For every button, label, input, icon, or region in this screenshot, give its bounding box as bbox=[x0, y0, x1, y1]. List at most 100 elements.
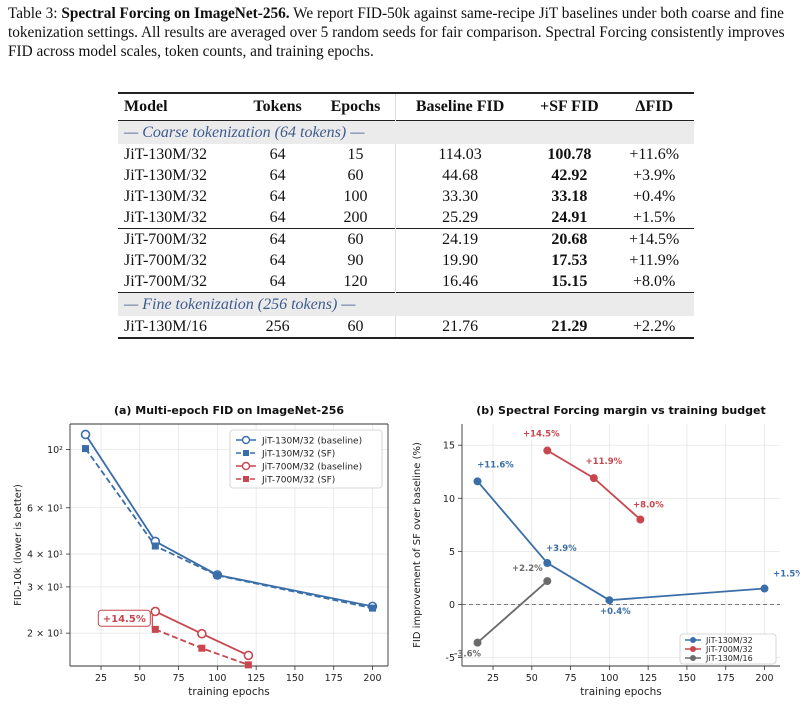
x-tick-label: 75 bbox=[565, 673, 577, 684]
cell-delta-fid: +8.0% bbox=[633, 272, 676, 290]
x-tick-label: 50 bbox=[526, 673, 538, 684]
table-header-row: Model Tokens Epochs Baseline FID +SF FID… bbox=[118, 93, 694, 121]
section-row: — Coarse tokenization (64 tokens) — bbox=[118, 120, 694, 144]
caption-label: Table 3: bbox=[8, 5, 58, 22]
cell-delta-fid: +2.2% bbox=[633, 317, 676, 335]
x-tick-label: 100 bbox=[600, 673, 618, 684]
series-line bbox=[476, 480, 765, 602]
cell-tokens: 64 bbox=[269, 251, 286, 269]
cell-tokens: 64 bbox=[269, 166, 286, 184]
section-row: — Fine tokenization (256 tokens) — bbox=[118, 292, 694, 316]
x-axis-label: training epochs bbox=[580, 686, 661, 698]
table-row: JiT-130M/32 64 100 33.30 33.18 +0.4% bbox=[118, 186, 694, 207]
y-tick-label: 2 × 10¹ bbox=[27, 629, 63, 640]
header-model: Model bbox=[124, 98, 168, 115]
chart-b: (b) Spectral Forcing margin vs training … bbox=[408, 398, 804, 706]
x-tick-label: 100 bbox=[208, 673, 226, 684]
cell-baseline-fid: 19.90 bbox=[394, 250, 525, 271]
y-tick-label: -5 bbox=[446, 653, 455, 664]
chart-a: (a) Multi-epoch FID on ImageNet-256 25 50 7… bbox=[8, 398, 400, 706]
legend-marker bbox=[241, 435, 251, 445]
x-tick-label: 125 bbox=[639, 673, 657, 684]
caption-body: We report FID-50k against same-recipe Ji… bbox=[8, 5, 785, 60]
legend-marker bbox=[243, 476, 249, 482]
chart-a-svg: (a) Multi-epoch FID on ImageNet-256 25 50 7… bbox=[13, 404, 389, 698]
data-label: +8.0% bbox=[633, 501, 664, 511]
cell-model: JiT-700M/32 bbox=[124, 272, 207, 290]
cell-model: JiT-130M/32 bbox=[124, 145, 207, 163]
data-point bbox=[473, 638, 482, 647]
legend-label: JiT-130M/16 bbox=[705, 654, 753, 663]
cell-tokens: 64 bbox=[269, 208, 286, 226]
y-axis-label: FID-10k (lower is better) bbox=[13, 484, 24, 606]
legend-marker bbox=[690, 655, 696, 661]
cell-tokens: 256 bbox=[265, 317, 290, 335]
x-tick-label: 50 bbox=[134, 673, 146, 684]
cell-epochs: 60 bbox=[347, 166, 364, 184]
data-point bbox=[243, 650, 254, 661]
cell-model: JiT-130M/32 bbox=[124, 166, 207, 184]
cell-delta-fid: +3.9% bbox=[633, 166, 676, 184]
x-tick-label: 25 bbox=[487, 673, 499, 684]
cell-delta-fid: +11.9% bbox=[629, 251, 680, 269]
x-tick-label: 25 bbox=[95, 673, 107, 684]
data-point bbox=[198, 644, 206, 652]
data-point bbox=[244, 661, 252, 669]
cell-epochs: 60 bbox=[347, 230, 364, 248]
data-point bbox=[80, 429, 91, 440]
data-point bbox=[151, 542, 159, 550]
section-label: — Fine tokenization (256 tokens) — bbox=[118, 292, 694, 316]
y-tick-label: 10 bbox=[443, 494, 455, 505]
cell-epochs: 15 bbox=[347, 145, 364, 163]
data-point bbox=[543, 577, 552, 586]
cell-tokens: 64 bbox=[269, 187, 286, 205]
cell-sf-fid: 15.15 bbox=[551, 272, 588, 290]
legend-marker bbox=[690, 646, 696, 652]
legend-marker bbox=[690, 637, 696, 643]
cell-sf-fid: 100.78 bbox=[547, 145, 592, 163]
data-label: +14.5% bbox=[523, 430, 560, 440]
series-line bbox=[476, 580, 548, 644]
x-tick-label: 200 bbox=[363, 673, 381, 684]
x-axis-label: training epochs bbox=[188, 686, 269, 698]
chart-b-svg: (b) Spectral Forcing margin vs training … bbox=[412, 404, 804, 698]
cell-tokens: 64 bbox=[269, 272, 286, 290]
data-label: +3.9% bbox=[546, 544, 577, 554]
x-tick-label: 200 bbox=[755, 673, 773, 684]
table-row: JiT-700M/32 64 60 24.19 20.68 +14.5% bbox=[118, 228, 694, 250]
cell-model: JiT-700M/32 bbox=[124, 251, 207, 269]
data-label: -3.6% bbox=[454, 650, 482, 660]
cell-delta-fid: +1.5% bbox=[633, 208, 676, 226]
cell-model: JiT-130M/32 bbox=[124, 208, 207, 226]
x-tick-label: 150 bbox=[286, 673, 304, 684]
x-tick-label: 75 bbox=[173, 673, 185, 684]
header-tokens: Tokens bbox=[253, 98, 302, 115]
cell-model: JiT-130M/32 bbox=[124, 187, 207, 205]
cell-epochs: 100 bbox=[343, 187, 368, 205]
data-label: +2.2% bbox=[512, 564, 543, 574]
legend-label: JiT-700M/32 bbox=[705, 645, 753, 654]
data-point bbox=[543, 446, 552, 455]
y-tick-label: 0 bbox=[449, 600, 455, 611]
cell-tokens: 64 bbox=[269, 230, 286, 248]
legend-label: JiT-130M/32 (baseline) bbox=[261, 437, 362, 447]
results-table: Model Tokens Epochs Baseline FID +SF FID… bbox=[118, 92, 694, 339]
header-delta-fid: ΔFID bbox=[635, 98, 674, 115]
data-point bbox=[213, 571, 221, 579]
data-label: +1.5% bbox=[773, 570, 800, 580]
cell-tokens: 64 bbox=[269, 145, 286, 163]
cell-delta-fid: +14.5% bbox=[629, 230, 680, 248]
cell-delta-fid: +0.4% bbox=[633, 187, 676, 205]
annotation-box bbox=[97, 609, 151, 627]
cell-baseline-fid: 25.29 bbox=[394, 207, 525, 229]
legend-marker bbox=[243, 450, 249, 456]
cell-baseline-fid: 33.30 bbox=[394, 186, 525, 207]
x-tick-label: 150 bbox=[678, 673, 696, 684]
cell-epochs: 90 bbox=[347, 251, 364, 269]
legend-label: JiT-130M/32 bbox=[705, 636, 753, 645]
cell-sf-fid: 20.68 bbox=[551, 230, 588, 248]
cell-sf-fid: 42.92 bbox=[551, 166, 588, 184]
cell-sf-fid: 33.18 bbox=[551, 187, 588, 205]
y-tick-label: 5 bbox=[449, 547, 455, 558]
caption-title: Spectral Forcing on ImageNet-256. bbox=[61, 5, 290, 22]
